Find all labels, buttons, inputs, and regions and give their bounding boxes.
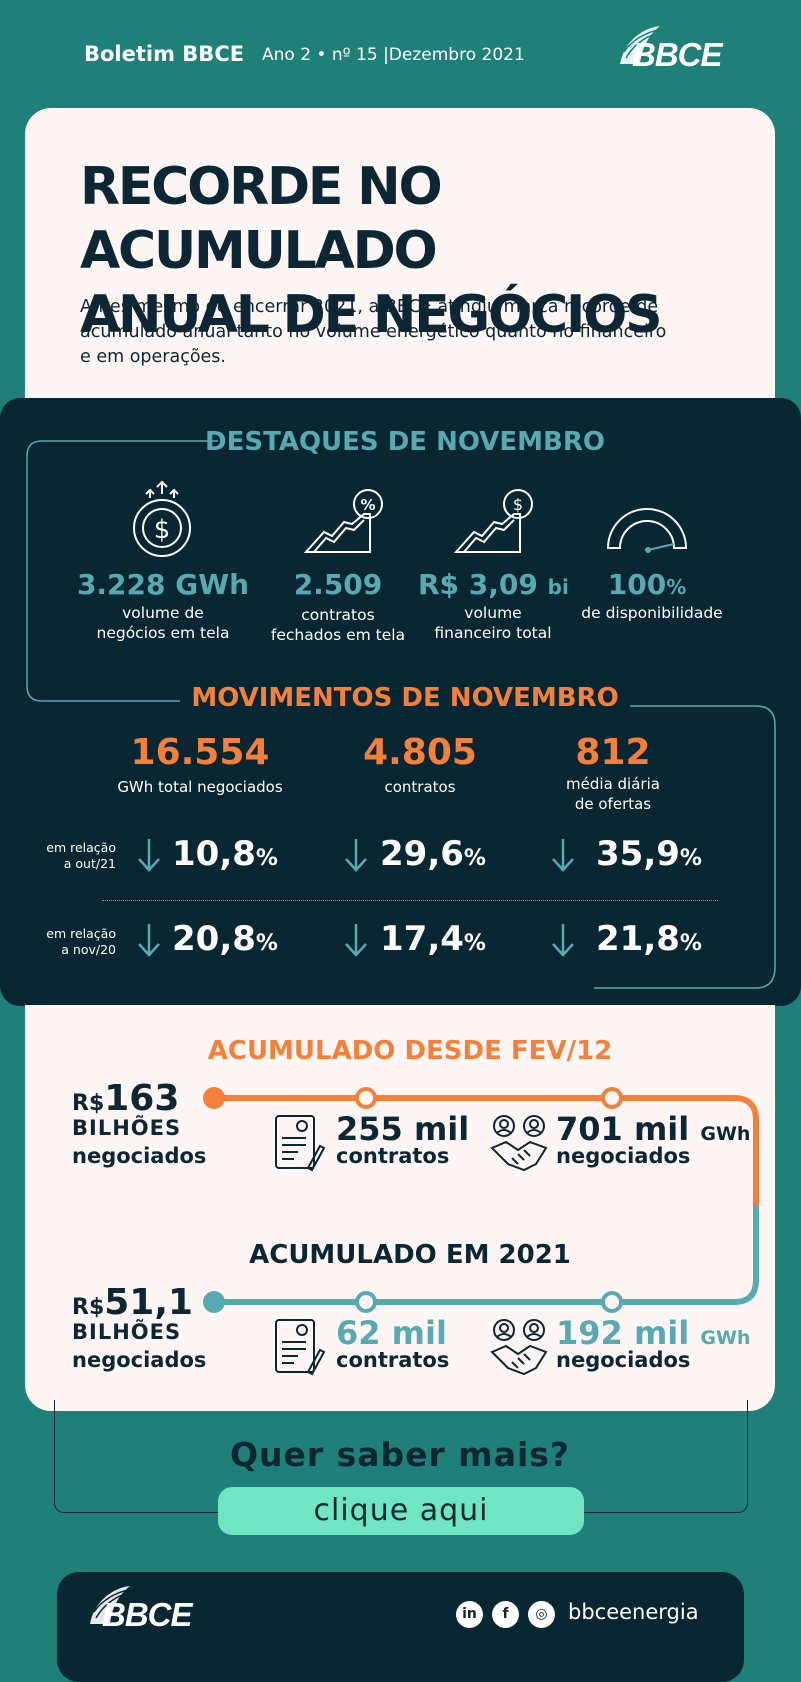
year-billions: BILHÕES xyxy=(72,1320,182,1344)
highlights-frame xyxy=(26,440,218,702)
handshake-icon xyxy=(490,1115,548,1172)
highlight-label-volume: volume de negócios em tela xyxy=(96,604,230,642)
arrow-down-icon xyxy=(345,924,367,957)
hero-title: RECORDE NO ACUMULADO ANUAL DE NEGÓCIOS xyxy=(80,155,770,347)
year-contracts-value: 62 mil xyxy=(336,1314,447,1352)
arrow-down-icon xyxy=(138,839,160,872)
comparison-value: 29,6% xyxy=(380,834,486,874)
arrow-down-icon xyxy=(138,924,160,957)
arrow-down-icon xyxy=(345,839,367,872)
since-negotiated: negociados xyxy=(72,1144,207,1168)
since-gwh-label: negociados xyxy=(556,1144,691,1168)
chart-dollar-icon: $ xyxy=(453,489,533,553)
social-handle[interactable]: bbceenergia xyxy=(568,1600,699,1624)
highlight-value-contracts: 2.509 xyxy=(293,568,383,601)
movement-value-contracts: 4.805 xyxy=(363,732,477,773)
comparison-label-oct21: em relação a out/21 xyxy=(46,840,116,871)
arrow-down-icon xyxy=(552,839,574,872)
accumulated-since-title: ACUMULADO DESDE FEV/12 xyxy=(207,1036,613,1066)
arrow-down-icon xyxy=(552,924,574,957)
since-contracts-value: 255 mil xyxy=(336,1110,470,1148)
since-gwh-value: 701 mil GWh xyxy=(556,1110,751,1148)
highlight-label-contracts: contratos fechados em tela xyxy=(270,606,406,644)
divider xyxy=(102,900,718,901)
contract-document-icon xyxy=(275,1319,326,1376)
year-gwh-value: 192 mil GWh xyxy=(556,1314,751,1352)
since-contracts-label: contratos xyxy=(336,1144,450,1168)
svg-text:$: $ xyxy=(513,495,523,514)
hero-title-line-1: RECORDE NO ACUMULADO xyxy=(80,157,443,281)
movement-value-offers: 812 xyxy=(575,732,651,773)
year-gwh-label: negociados xyxy=(556,1348,691,1372)
movement-value-gwh: 16.554 xyxy=(130,732,270,773)
linkedin-icon[interactable]: in xyxy=(456,1601,483,1628)
highlight-value-availability: 100% xyxy=(607,568,687,601)
highlight-label-financial: volume financeiro total xyxy=(434,604,552,642)
comparison-label-nov20: em relação a nov/20 xyxy=(46,926,116,957)
chart-percent-icon: % xyxy=(303,489,383,553)
click-here-button[interactable]: clique aqui xyxy=(218,1487,584,1535)
movement-label-gwh: GWh total negociados xyxy=(117,778,283,796)
highlight-value-financial: R$ 3,09 bi xyxy=(418,568,569,601)
highlights-title: DESTAQUES DE NOVEMBRO xyxy=(205,427,605,457)
comparison-value: 35,9% xyxy=(596,834,702,874)
svg-text:$: $ xyxy=(154,515,171,545)
gauge-icon xyxy=(606,508,688,553)
bbce-footer-logo[interactable]: BBCE xyxy=(82,1582,208,1633)
hero-card xyxy=(25,108,775,438)
cta-question: Quer saber mais? xyxy=(229,1435,571,1474)
hero-title-line-2: ANUAL DE NEGÓCIOS xyxy=(80,285,663,345)
bbce-logo[interactable]: BBCE xyxy=(612,22,738,73)
movements-frame xyxy=(594,705,776,989)
highlight-label-availability: de disponibilidade xyxy=(581,604,723,622)
movement-label-contracts: contratos xyxy=(384,778,456,796)
highlight-value-volume: 3.228 GWh xyxy=(76,568,250,601)
facebook-icon[interactable]: f xyxy=(492,1601,519,1628)
svg-text:BBCE: BBCE xyxy=(102,1596,193,1632)
svg-text:%: % xyxy=(360,496,375,514)
hero-description: Antes mesmo de encerrar 2021, a BBCE ati… xyxy=(80,297,667,367)
comparison-value: 20,8% xyxy=(172,919,278,959)
handshake-icon xyxy=(490,1319,548,1376)
money-growth-icon: $ xyxy=(133,480,191,557)
logo-text: BBCE xyxy=(632,36,723,72)
year-negotiated: negociados xyxy=(72,1348,207,1372)
movement-label-offers: média diária de ofertas xyxy=(566,775,660,813)
since-billions: BILHÕES xyxy=(72,1116,182,1140)
comparison-value: 17,4% xyxy=(380,919,486,959)
issue-info: Ano 2 • nº 15 |Dezembro 2021 xyxy=(262,45,525,65)
instagram-icon[interactable]: ◎ xyxy=(528,1601,555,1628)
movements-title: MOVIMENTOS DE NOVEMBRO xyxy=(180,683,630,713)
accumulated-year-title: ACUMULADO EM 2021 xyxy=(249,1240,571,1270)
newsletter-title: Boletim BBCE xyxy=(84,42,245,66)
comparison-value: 21,8% xyxy=(596,919,702,959)
since-amount: R$163 xyxy=(72,1078,180,1119)
year-contracts-label: contratos xyxy=(336,1348,450,1372)
contract-document-icon xyxy=(275,1115,326,1172)
year-amount: R$51,1 xyxy=(72,1282,194,1323)
comparison-value: 10,8% xyxy=(172,834,278,874)
